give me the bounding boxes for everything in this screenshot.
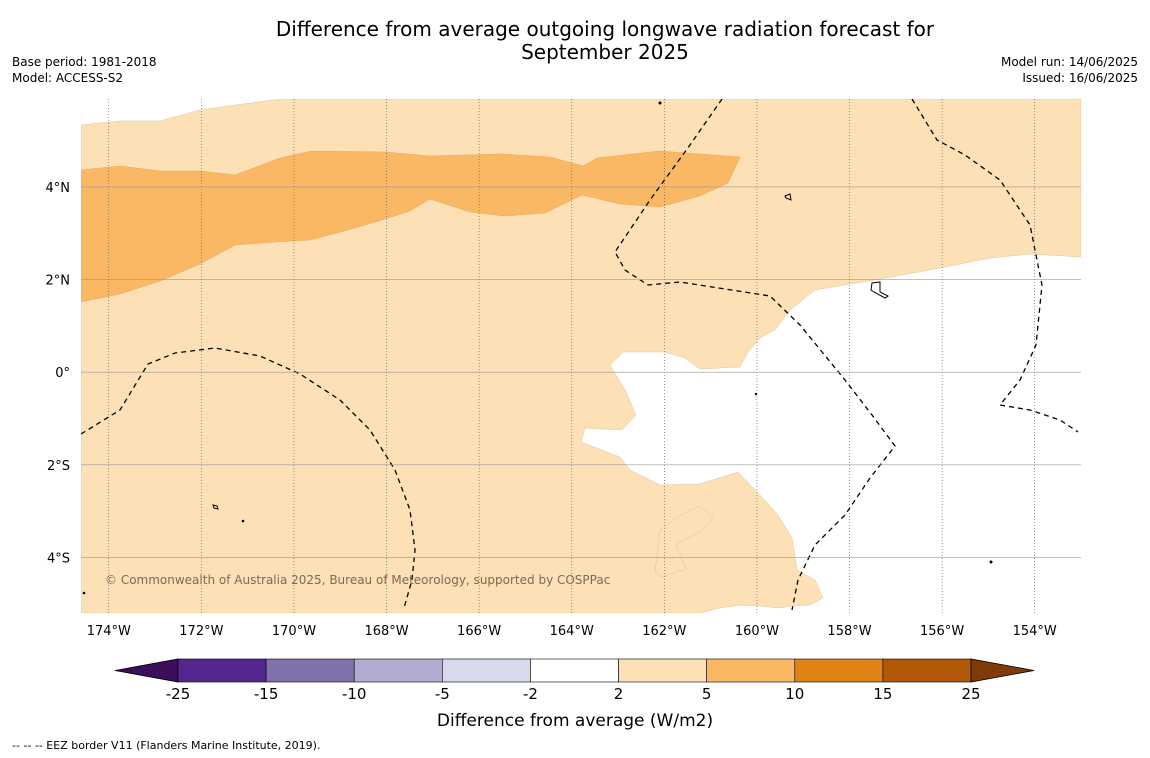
colorbar-tick-label: -5 xyxy=(435,685,450,703)
island-dot-3 xyxy=(754,392,758,396)
meta-left: Base period: 1981-2018 Model: ACCESS-S2 xyxy=(12,54,157,86)
colorbar-segment xyxy=(794,658,884,683)
colorbar-segment xyxy=(706,658,796,683)
island-dot-1 xyxy=(658,101,662,105)
colorbar-tick-label: 15 xyxy=(873,685,892,703)
colorbar-extend-high xyxy=(970,658,1035,683)
copyright-text: © Commonwealth of Australia 2025, Bureau… xyxy=(105,573,610,587)
colorbar-segment xyxy=(882,658,972,683)
eez-border-central xyxy=(614,99,896,611)
lon-tick-label: 170°W xyxy=(272,624,316,639)
base-period: Base period: 1981-2018 xyxy=(12,55,157,69)
longitude-axis: 174°W 172°W 170°W 168°W 166°W 164°W 162°W 160°W… xyxy=(87,624,1057,639)
island-baker xyxy=(212,504,219,510)
map-gridlines xyxy=(81,99,1081,613)
island-dot-5 xyxy=(82,591,86,595)
colorbar-tick-label: -25 xyxy=(166,685,191,703)
title-line-2: September 2025 xyxy=(521,40,689,64)
colorbar-tick-label: -15 xyxy=(254,685,279,703)
lon-tick-label: 164°W xyxy=(550,624,594,639)
island-dot-4 xyxy=(989,560,993,564)
lon-tick-label: 166°W xyxy=(457,624,501,639)
colorbar-tick-label: -2 xyxy=(523,685,538,703)
lon-tick-label: 158°W xyxy=(827,624,871,639)
colorbar-segment xyxy=(530,658,619,683)
contour-band-5-10 xyxy=(81,150,741,303)
colorbar-tick-label: 5 xyxy=(702,685,712,703)
lon-tick-label: 160°W xyxy=(735,624,779,639)
map-plot-area: © Commonwealth of Australia 2025, Bureau… xyxy=(81,99,1081,613)
colorbar-segment xyxy=(618,658,707,683)
colorbar-segment xyxy=(442,658,531,683)
colorbar-segment xyxy=(265,658,355,683)
lat-tick-label: 4°N xyxy=(46,181,71,196)
issued-date: Issued: 16/06/2025 xyxy=(1022,71,1138,85)
lon-tick-label: 162°W xyxy=(642,624,686,639)
map-figure: © Commonwealth of Australia 2025, Bureau… xyxy=(46,99,1081,731)
colorbar-extend-low xyxy=(114,658,179,683)
eez-border-east xyxy=(911,99,1079,433)
model-run: Model run: 14/06/2025 xyxy=(1000,55,1138,69)
eez-borders xyxy=(81,99,1079,611)
island-dot-2 xyxy=(241,519,245,523)
lat-tick-label: 0° xyxy=(55,366,70,381)
island-kiritimati xyxy=(870,281,889,299)
chart-title: Difference from average outgoing longwav… xyxy=(230,18,980,64)
lon-tick-label: 156°W xyxy=(920,624,964,639)
island-jarvis xyxy=(784,193,792,201)
lon-tick-label: 172°W xyxy=(179,624,223,639)
latitude-axis: 4°N 2°N 0° 2°S 4°S xyxy=(46,181,71,566)
footer-note: -- -- -- EEZ border V11 (Flanders Marine… xyxy=(12,739,321,752)
colorbar-tick-label: -10 xyxy=(342,685,367,703)
islands xyxy=(82,101,993,595)
title-line-1: Difference from average outgoing longwav… xyxy=(275,17,935,41)
colorbar-tick-label: 10 xyxy=(785,685,804,703)
colorbar-tick-label: 2 xyxy=(614,685,624,703)
eez-border-west xyxy=(81,347,416,609)
colorbar: -25 -15 -10 -5 -2 2 5 10 15 25 xyxy=(114,658,1035,703)
lat-tick-label: 2°N xyxy=(46,274,71,289)
colorbar-tick-label: 25 xyxy=(961,685,980,703)
meta-right: Model run: 14/06/2025 Issued: 16/06/2025 xyxy=(1001,54,1138,86)
lat-tick-label: 2°S xyxy=(47,459,70,474)
lon-tick-label: 174°W xyxy=(87,624,131,639)
colorbar-label: Difference from average (W/m2) xyxy=(437,711,713,731)
colorbar-segment xyxy=(177,658,267,683)
lon-tick-label: 154°W xyxy=(1013,624,1057,639)
lat-tick-label: 4°S xyxy=(47,551,70,566)
model-name: Model: ACCESS-S2 xyxy=(12,71,124,85)
colorbar-segment xyxy=(353,658,443,683)
lon-tick-label: 168°W xyxy=(364,624,408,639)
